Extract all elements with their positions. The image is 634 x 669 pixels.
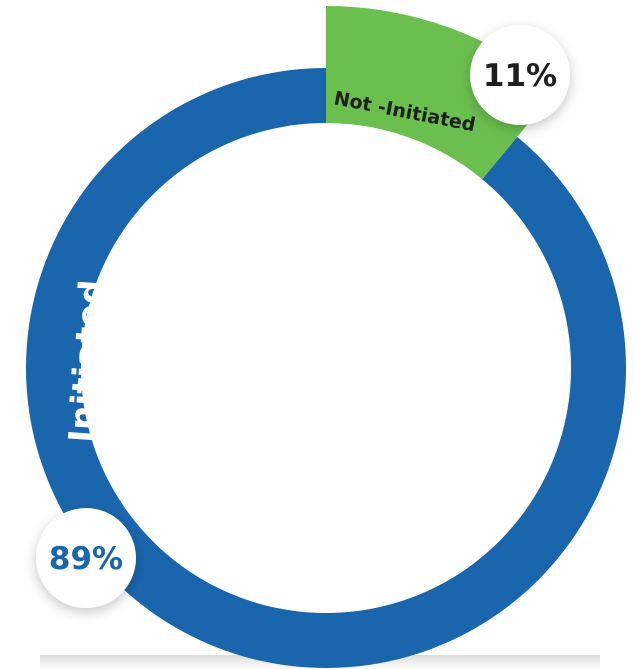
value-badge-circle <box>36 508 136 608</box>
value-label-initiated: 89% <box>49 541 123 577</box>
value-badge-circle <box>470 25 570 125</box>
slices-group <box>25 6 627 669</box>
value-badge-initiated: 89% <box>36 508 136 608</box>
slice-not-initiated <box>326 6 557 180</box>
badges-group: 89% 11% <box>36 25 570 608</box>
value-badge-not-initiated: 11% <box>470 25 570 125</box>
value-label-not-initiated: 11% <box>483 58 557 94</box>
